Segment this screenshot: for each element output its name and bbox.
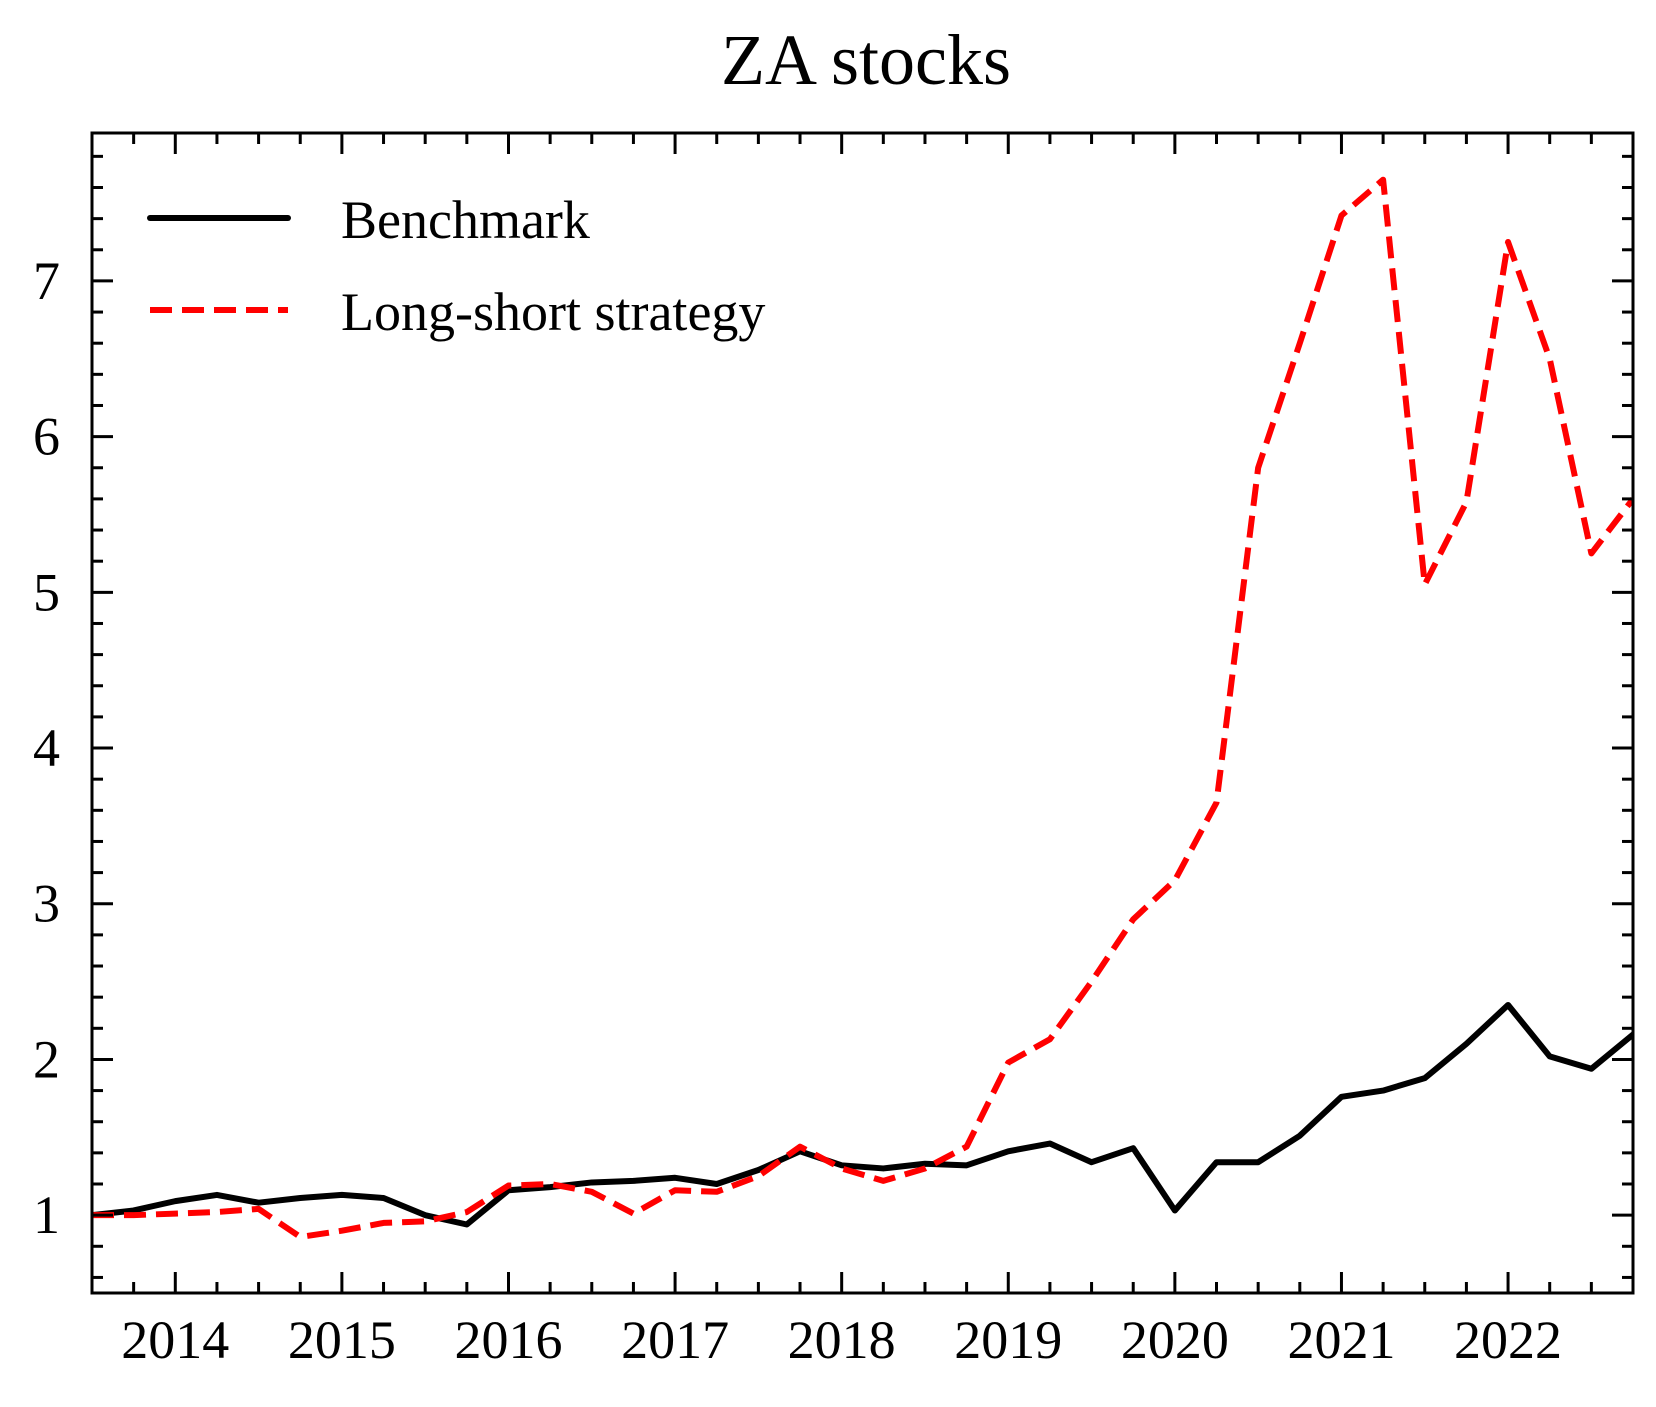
x-tick-label: 2021 xyxy=(1287,1310,1395,1370)
x-tick-label: 2019 xyxy=(954,1310,1062,1370)
y-tick-label: 7 xyxy=(33,251,60,311)
long-short-strategy-line xyxy=(92,176,1633,1240)
benchmark-line xyxy=(92,1001,1633,1228)
x-tick-label: 2015 xyxy=(288,1310,396,1370)
chart-title: ZA stocks xyxy=(721,20,1011,100)
y-tick-label: 4 xyxy=(33,718,60,778)
x-tick-label: 2018 xyxy=(788,1310,896,1370)
y-tick-label: 1 xyxy=(33,1185,60,1245)
y-tick-label: 3 xyxy=(33,874,60,934)
y-tick-label: 6 xyxy=(33,407,60,467)
x-tick-label: 2020 xyxy=(1121,1310,1229,1370)
plot-frame xyxy=(90,131,1635,1295)
y-tick-label: 5 xyxy=(33,562,60,622)
y-tick-label: 2 xyxy=(33,1029,60,1089)
x-tick-label: 2016 xyxy=(454,1310,562,1370)
legend-long-short-strategy-label: Long-short strategy xyxy=(341,282,765,342)
x-tick-label: 2022 xyxy=(1454,1310,1562,1370)
axes: 2014 2015 2016 2017 2018 2019 2020 2021 2022 1 2 3 4… xyxy=(33,131,1635,1370)
x-tick-label: 2014 xyxy=(121,1310,229,1370)
x-tick-label: 2017 xyxy=(621,1310,729,1370)
plot-area xyxy=(92,176,1633,1240)
legend: Benchmark Long-short strategy xyxy=(147,190,765,342)
legend-benchmark-label: Benchmark xyxy=(341,190,590,250)
